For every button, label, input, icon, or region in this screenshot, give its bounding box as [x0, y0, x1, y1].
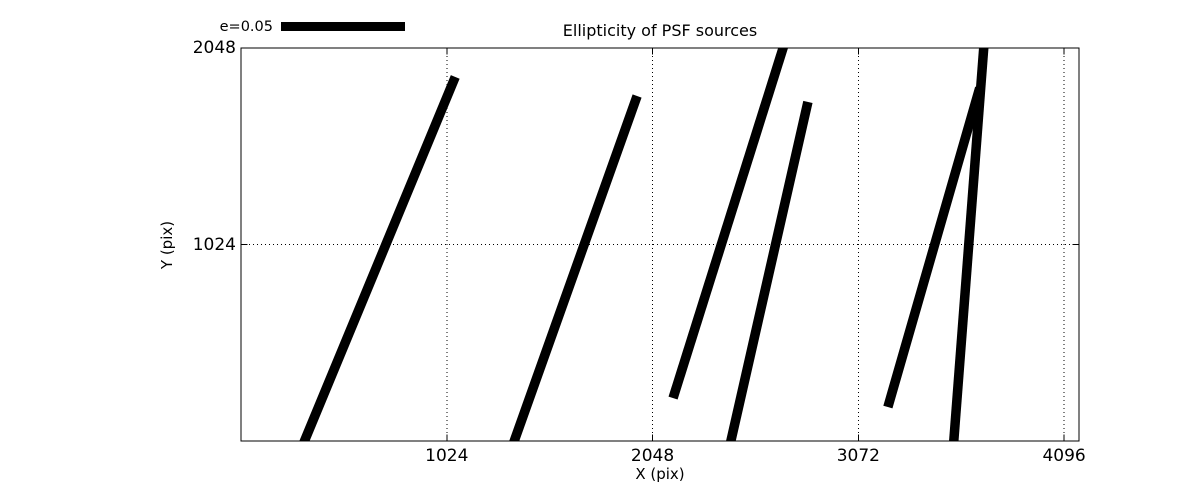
- whisker-line: [726, 100, 813, 441]
- chart-title: Ellipticity of PSF sources: [562, 21, 758, 40]
- whisker-line: [883, 86, 985, 409]
- whisker-line: [668, 48, 789, 400]
- x-tick-label: 2048: [630, 446, 675, 466]
- legend-line-sample: [281, 22, 405, 31]
- x-tick-label: 3072: [836, 446, 880, 466]
- y-tick-label: 2048: [192, 38, 236, 58]
- x-tick-label: 4096: [1042, 446, 1086, 466]
- x-axis-label: X (pix): [635, 465, 685, 483]
- x-tick-label: 1024: [425, 446, 469, 466]
- whisker-line: [949, 48, 989, 441]
- y-tick-label: 1024: [192, 234, 236, 255]
- legend-label: e=0.05: [219, 19, 273, 35]
- y-axis-label-text: Y (pix): [158, 220, 176, 270]
- whisker-line: [299, 75, 460, 441]
- whisker-line: [509, 94, 642, 441]
